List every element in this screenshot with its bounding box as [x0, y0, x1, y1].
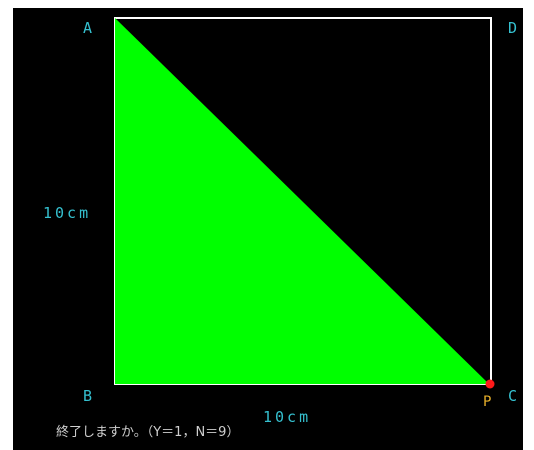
vertex-label-d: D	[508, 19, 517, 37]
triangle-abp	[115, 18, 489, 384]
vertex-label-a: A	[83, 19, 92, 37]
point-label-p: P	[483, 394, 491, 410]
point-p-marker	[485, 379, 495, 389]
dimension-label-horizontal: 10cm	[263, 408, 311, 426]
vertex-label-c: C	[508, 387, 517, 405]
diagram-screen: A B C D P 10cm 10cm	[13, 8, 523, 450]
exit-prompt: 終了しますか。（Y＝1，N＝9）	[56, 425, 240, 440]
vertex-label-b: B	[83, 387, 92, 405]
square-diagram: A B C D P 10cm 10cm	[43, 17, 517, 426]
dimension-label-vertical: 10cm	[43, 204, 91, 222]
